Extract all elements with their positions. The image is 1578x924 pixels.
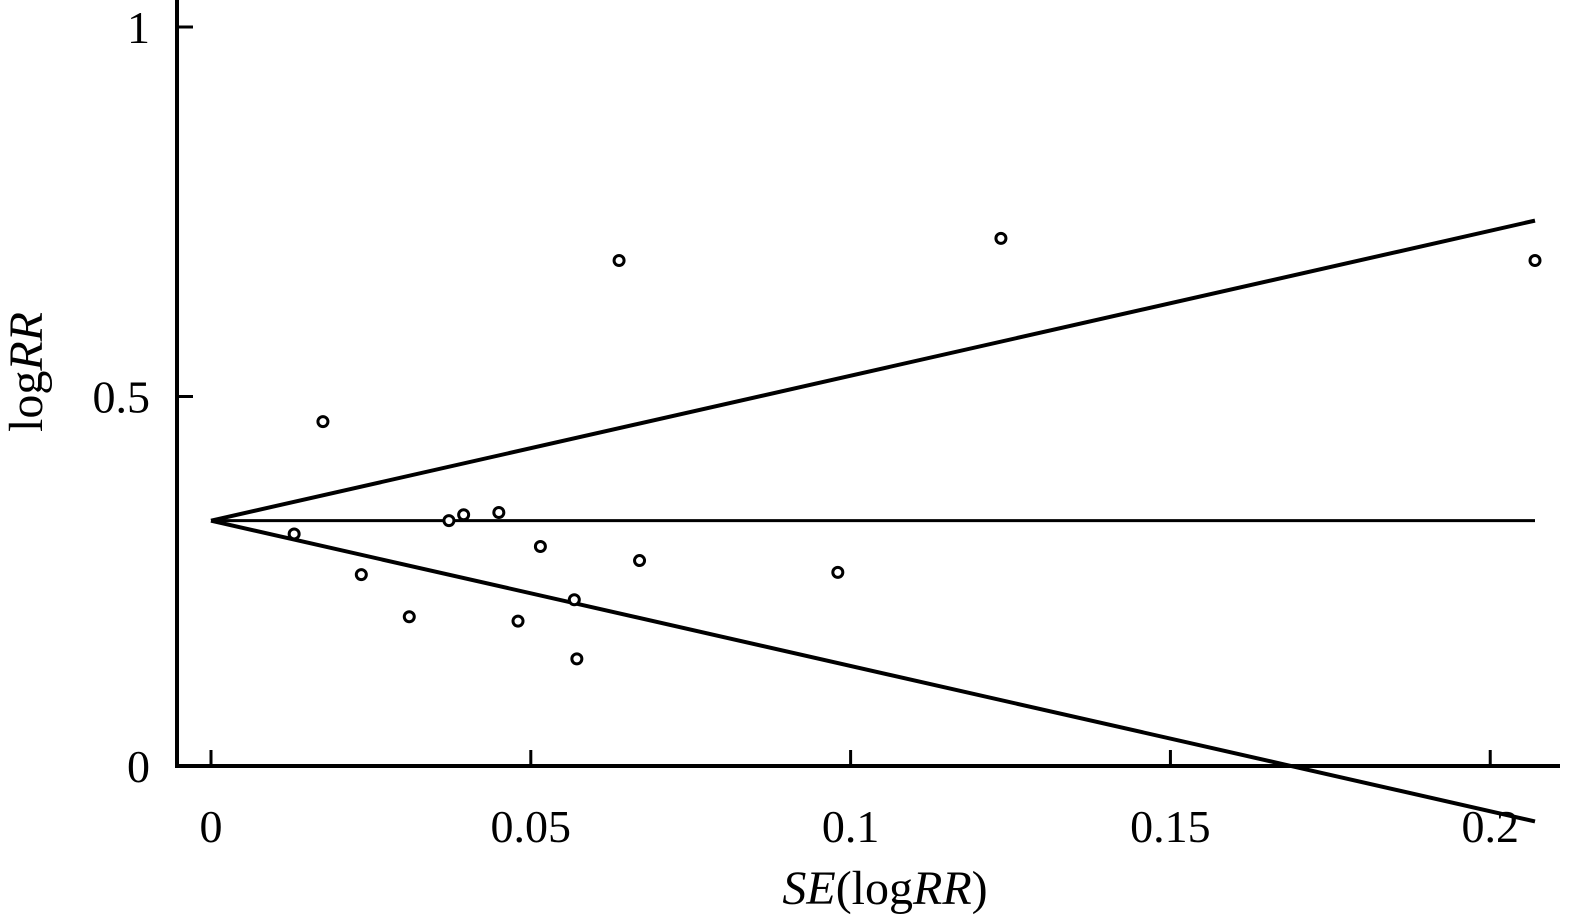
y-tick-label: 1 <box>127 2 150 53</box>
x-tick-label: 0.05 <box>491 801 572 852</box>
x-axis-title-italic: SE <box>782 862 835 915</box>
axes <box>175 0 1560 768</box>
x-tick-label: 0.1 <box>822 801 880 852</box>
x-tick-label: 0.2 <box>1461 801 1519 852</box>
x-axis-title: SE(logRR) <box>782 862 987 915</box>
data-point <box>442 514 456 528</box>
y-tick-label: 0 <box>127 741 150 792</box>
data-point <box>316 415 330 429</box>
x-tick-label: 0 <box>200 801 223 852</box>
y-axis-title-italic: RR <box>0 312 53 372</box>
data-point <box>1528 254 1542 268</box>
data-point <box>402 610 416 624</box>
reference-lines <box>210 218 1536 824</box>
y-axis-title-plain: log <box>0 371 53 432</box>
x-axis-title-italic2: RR <box>912 862 972 915</box>
y-tick-label: 0.5 <box>93 372 151 423</box>
x-axis-title-close: ) <box>972 862 988 915</box>
data-point <box>457 508 471 522</box>
data-point <box>287 527 301 541</box>
data-point <box>567 593 581 607</box>
x-tick-label: 0.15 <box>1130 801 1211 852</box>
data-point <box>994 231 1008 245</box>
x-axis-title-open: (log <box>836 862 913 915</box>
data-point <box>831 565 845 579</box>
funnel-upper-line <box>210 218 1536 523</box>
funnel-lower-line <box>210 518 1536 824</box>
data-point <box>533 540 547 554</box>
data-point <box>354 568 368 582</box>
data-point <box>633 554 647 568</box>
tick-labels: 0 0.5 1 0 0.05 0.1 0.15 0.2 <box>93 2 1519 852</box>
data-point <box>511 614 525 628</box>
data-point <box>492 506 506 520</box>
data-point <box>570 652 584 666</box>
data-point <box>612 254 626 268</box>
data-points <box>287 231 1542 666</box>
y-axis-title: logRR <box>0 312 53 432</box>
